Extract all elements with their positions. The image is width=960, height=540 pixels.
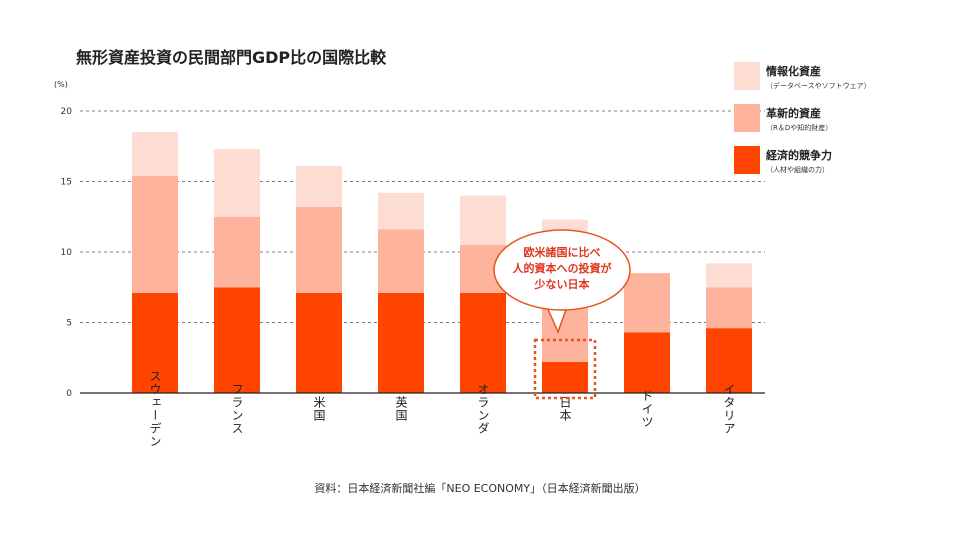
x-tick-label: オランダ <box>476 383 490 435</box>
legend-sub-info: （データベースやソフトウェア） <box>766 82 871 90</box>
bar-segment <box>542 361 588 393</box>
callout-joint <box>544 297 568 305</box>
x-tick-label: 米国 <box>312 396 326 422</box>
legend-swatch-innovative <box>734 104 760 132</box>
bar-segment <box>460 292 506 393</box>
bar-segment <box>378 192 424 230</box>
legend-swatch-economic <box>734 146 760 174</box>
bar-segment <box>624 332 670 393</box>
bar-segment <box>624 273 670 333</box>
y-tick-label: 15 <box>61 178 72 188</box>
y-tick-label: 20 <box>61 107 73 117</box>
x-tick-label: フランス <box>230 383 244 435</box>
legend: 情報化資産 （データベースやソフトウェア） 革新的資産 （R＆Dや知的財産） 経… <box>734 62 934 188</box>
legend-item-innovative: 革新的資産 （R＆Dや知的財産） <box>734 104 934 146</box>
x-tick-label: ドイツ <box>640 390 654 429</box>
bar-segment <box>296 165 342 207</box>
x-tick-label: 英国 <box>394 396 408 422</box>
x-tick-label: 日本 <box>558 396 572 422</box>
x-tick-label: イタリア <box>722 383 736 435</box>
y-tick-label: 10 <box>61 248 73 258</box>
y-axis-unit: (%) <box>54 80 68 89</box>
legend-sub-innovative: （R＆Dや知的財産） <box>766 124 833 132</box>
x-tick-label: スウェーデン <box>148 370 162 448</box>
bar-segment <box>132 175 178 293</box>
legend-item-info: 情報化資産 （データベースやソフトウェア） <box>734 62 934 104</box>
legend-label-economic: 経済的競争力 <box>766 149 832 162</box>
legend-label-info: 情報化資産 <box>766 65 821 78</box>
bar-segment <box>132 292 178 393</box>
bar-segment <box>706 287 752 329</box>
y-tick-label: 0 <box>66 389 72 399</box>
y-tick-label: 5 <box>66 319 72 329</box>
bar-segment <box>706 328 752 393</box>
bar-segment <box>706 263 752 288</box>
legend-label-innovative: 革新的資産 <box>766 107 821 120</box>
highlight-box <box>533 338 597 400</box>
bar-segment <box>214 149 260 217</box>
bar-segment <box>214 287 260 393</box>
bar-segment <box>296 206 342 293</box>
chart-title: 無形資産投資の民間部門GDP比の国際比較 <box>76 48 387 67</box>
source-note: 資料：日本経済新聞社編「NEO ECONOMY」（日本経済新聞出版） <box>314 482 646 495</box>
bar-segment <box>132 132 178 176</box>
legend-sub-economic: （人材や組織の力） <box>766 166 829 174</box>
bar-segment <box>378 229 424 293</box>
callout-text-line: 欧米諸国に比べ <box>524 245 601 259</box>
bar-segment <box>296 292 342 393</box>
legend-item-economic: 経済的競争力 （人材や組織の力） <box>734 146 934 188</box>
callout-text-line: 少ない日本 <box>534 277 590 291</box>
callout-bubble <box>493 229 631 311</box>
bar-segment <box>460 195 506 245</box>
bar-segment <box>378 292 424 393</box>
callout-text-line: 人的資本への投資が <box>513 261 612 275</box>
legend-swatch-info <box>734 62 760 90</box>
bar-segment <box>214 216 260 288</box>
